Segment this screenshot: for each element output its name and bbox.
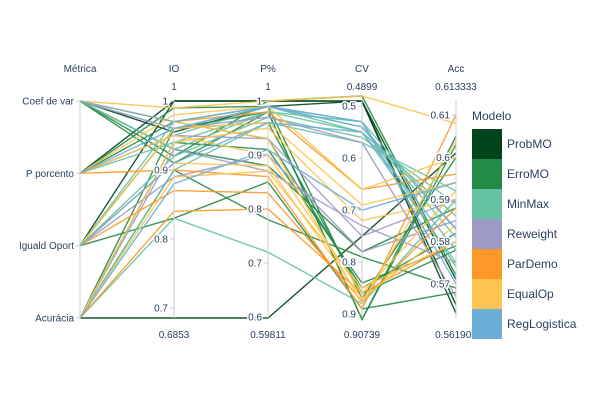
axis-range-bottom: 0.561905	[435, 330, 477, 341]
tick-label: 0.7	[248, 258, 262, 269]
tick-label-halo: 0.6	[248, 312, 262, 323]
axis-range-bottom: 0.6853	[159, 330, 190, 341]
axis-title: Acc	[448, 64, 465, 75]
tick-label-halo: 0.8	[248, 204, 262, 215]
tick-label: Acurácia	[35, 314, 74, 325]
tick-label: 0.6	[248, 312, 262, 323]
legend-swatch	[472, 189, 502, 219]
tick-label-halo: 0.9	[342, 310, 356, 321]
legend-label: Reweight	[507, 227, 558, 241]
legend-swatch	[472, 129, 502, 159]
tick-label: 0.6	[342, 154, 356, 165]
tick-label: Coef de var	[22, 97, 74, 108]
legend-label: RegLogistica	[507, 317, 577, 331]
tick-label-halo: 0.59	[431, 195, 451, 206]
tick-label-halo: 0.6	[436, 153, 450, 164]
tick-label-halo: 0.61	[431, 111, 451, 122]
tick-label: 0.9	[248, 150, 262, 161]
legend-label: EqualOp	[507, 287, 554, 301]
axis-range-top: 1	[265, 82, 271, 93]
tick-label-halo: 0.6	[342, 154, 356, 165]
legend-label: MinMax	[507, 197, 549, 211]
tick-label: 0.58	[431, 237, 451, 248]
tick-label-halo: 0.8	[154, 234, 168, 245]
legend-swatch	[472, 249, 502, 279]
axis-range-top: 0.4899	[347, 82, 378, 93]
tick-label-halo: 1	[162, 97, 168, 108]
tick-label: 0.7	[342, 206, 356, 217]
legend-label: ProbMO	[507, 137, 552, 151]
tick-label-halo: 0.7	[342, 206, 356, 217]
tick-label-halo: Acurácia	[35, 314, 74, 325]
tick-label: 0.9	[342, 310, 356, 321]
tick-label: 0.8	[154, 234, 168, 245]
legend: Modelo ProbMO ErroMO MinMax Reweight ParDemo…	[472, 109, 577, 339]
legend-swatch	[472, 219, 502, 249]
tick-label-halo: 0.9	[154, 165, 168, 176]
tick-label: 1	[162, 97, 168, 108]
tick-label-halo: 0.9	[248, 150, 262, 161]
tick-label-halo: 0.57	[431, 279, 451, 290]
legend-swatch	[472, 159, 502, 189]
tick-label: 0.7	[154, 303, 168, 314]
legend-swatch	[472, 279, 502, 309]
legend-label: ErroMO	[507, 167, 549, 181]
axis-title: IO	[169, 64, 180, 75]
legend-title: Modelo	[472, 109, 512, 123]
tick-label: 0.59	[431, 195, 451, 206]
tick-label-halo: 0.7	[248, 258, 262, 269]
tick-label-halo: Coef de var	[22, 97, 74, 108]
tick-label: 0.6	[436, 153, 450, 164]
tick-label-halo: Iguald Oport	[19, 241, 74, 252]
tick-label-halo: P porcento	[26, 169, 75, 180]
tick-label: 0.8	[248, 204, 262, 215]
tick-label-halo: 0.58	[431, 237, 451, 248]
tick-label: Iguald Oport	[19, 241, 74, 252]
tick-label: 0.57	[431, 279, 451, 290]
tick-label: 0.5	[342, 102, 356, 113]
axis-range-bottom: 0.90739	[344, 330, 381, 341]
tick-label: 0.8	[342, 258, 356, 269]
tick-label: 0.9	[154, 165, 168, 176]
axis-range-bottom: 0.59811	[250, 330, 286, 341]
tick-label-halo: 1	[256, 97, 262, 108]
axis-range-top: 0.613333	[435, 82, 477, 93]
axis-title: CV	[355, 64, 369, 75]
tick-label: 0.61	[431, 111, 451, 122]
axis-range-top: 1	[171, 82, 177, 93]
tick-label-halo: 0.5	[342, 102, 356, 113]
legend-label: ParDemo	[507, 257, 558, 271]
tick-label-halo: 0.8	[342, 258, 356, 269]
axis-title: Métrica	[64, 64, 97, 75]
tick-label-halo: 0.7	[154, 303, 168, 314]
legend-swatch	[472, 309, 502, 339]
tick-label: P porcento	[26, 169, 75, 180]
tick-label: 1	[256, 97, 262, 108]
axis-title: P%	[260, 64, 276, 75]
